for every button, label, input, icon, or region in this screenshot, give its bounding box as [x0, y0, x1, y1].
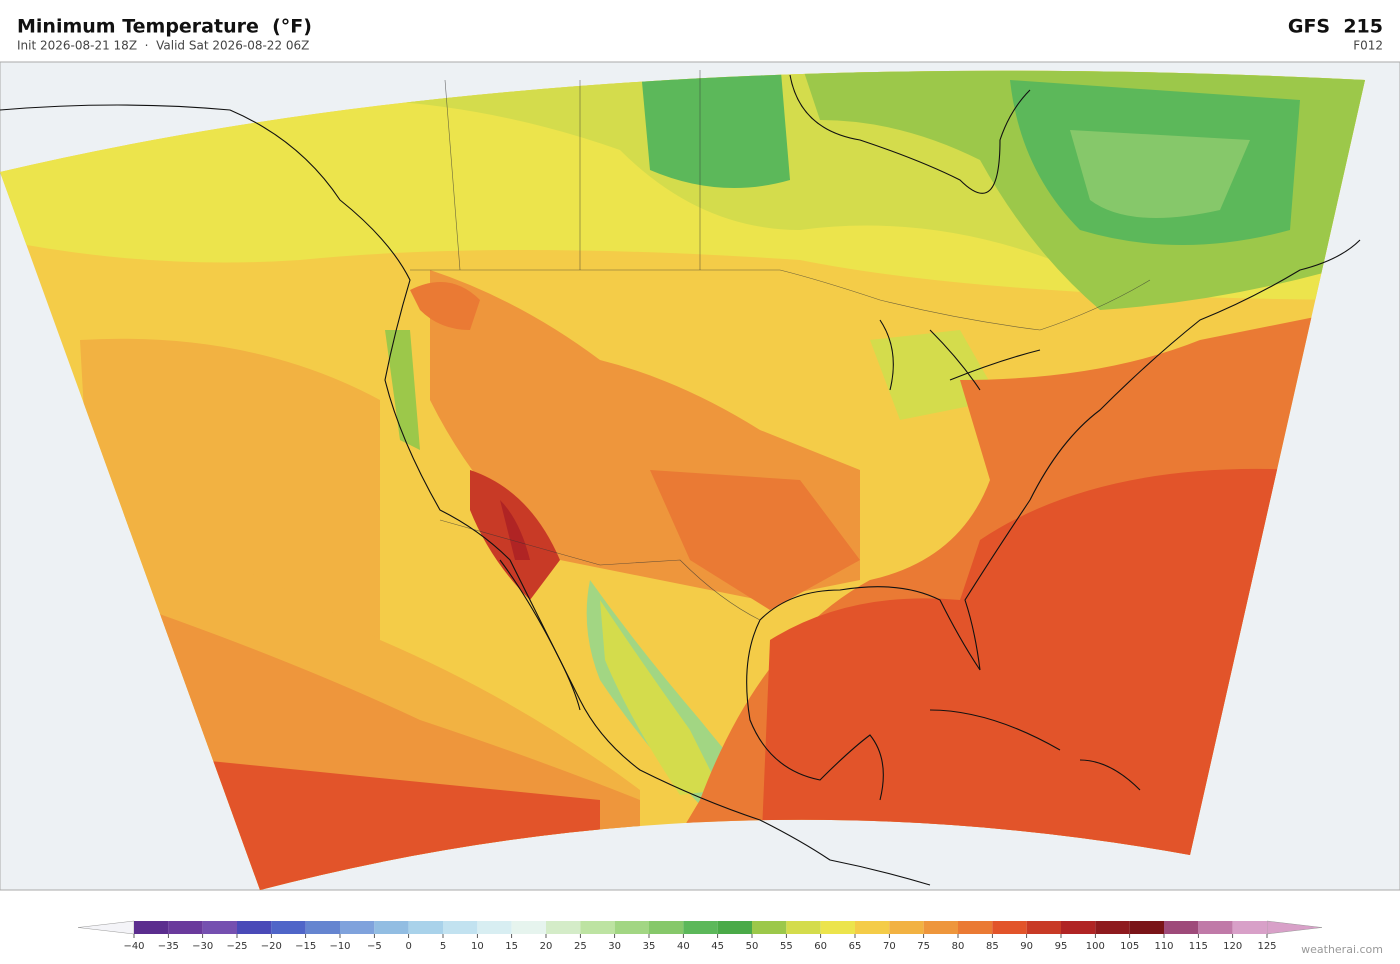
colorbar-segment: [340, 921, 375, 934]
colorbar-tick-label: −10: [329, 941, 350, 952]
colorbar-tick-label: 40: [677, 941, 690, 952]
subtitle: Init 2026-08-21 18Z · Valid Sat 2026-08-…: [17, 39, 309, 53]
colorbar-tick-label: 125: [1257, 941, 1276, 952]
title: Minimum Temperature (°F): [17, 16, 312, 38]
colorbar-segment: [1232, 921, 1267, 934]
colorbar: −40 −35 −30 −25 −20 −15 −10 −5 0 5 10 15 20 25 30 35 40 4…: [77, 920, 1323, 952]
colorbar-segment: [855, 921, 890, 934]
colorbar-tick-label: 105: [1120, 941, 1139, 952]
colorbar-segment: [237, 921, 272, 934]
colorbar-segment: [511, 921, 546, 934]
colorbar-tick-label: 0: [405, 941, 411, 952]
colorbar-segment: [614, 921, 649, 934]
colorbar-tick-label: 75: [917, 941, 930, 952]
colorbar-segment: [271, 921, 306, 934]
colorbar-segment: [408, 921, 443, 934]
colorbar-tick-label: 70: [883, 941, 896, 952]
colorbar-segment: [958, 921, 993, 934]
colorbar-tick-label: 50: [746, 941, 759, 952]
map: [0, 61, 1400, 891]
colorbar-segment: [683, 921, 718, 934]
colorbar-segment: [580, 921, 615, 934]
colorbar-tick-label: −15: [295, 941, 316, 952]
colorbar-segment: [1129, 921, 1164, 934]
colorbar-segment: [1164, 921, 1199, 934]
colorbar-segment: [477, 921, 512, 934]
colorbar-segment: [1061, 921, 1096, 934]
colorbar-tick-label: −40: [123, 941, 144, 952]
colorbar-tick-label: 115: [1189, 941, 1208, 952]
colorbar-tick-label: 85: [986, 941, 999, 952]
colorbar-tick-label: 25: [574, 941, 587, 952]
colorbar-tick-label: 65: [849, 941, 862, 952]
colorbar-tick-label: 15: [505, 941, 518, 952]
colorbar-segment: [649, 921, 684, 934]
colorbar-tick-label: 55: [780, 941, 793, 952]
colorbar-tick-label: 120: [1223, 941, 1242, 952]
colorbar-tick-label: 110: [1154, 941, 1173, 952]
colorbar-tick-label: 45: [711, 941, 724, 952]
colorbar-tick-label: −25: [226, 941, 247, 952]
colorbar-tick-label: 80: [952, 941, 965, 952]
colorbar-segment: [546, 921, 581, 934]
colorbar-tick-label: −5: [367, 941, 382, 952]
colorbar-segment: [134, 921, 169, 934]
colorbar-tick-label: 90: [1020, 941, 1033, 952]
colorbar-segment: [1026, 921, 1061, 934]
model-name: GFS 215: [1288, 16, 1383, 38]
colorbar-tick-label: 10: [471, 941, 484, 952]
colorbar-segment: [443, 921, 478, 934]
colorbar-segment: [305, 921, 340, 934]
colorbar-segment: [752, 921, 787, 934]
colorbar-segment: [889, 921, 924, 934]
colorbar-tick-label: 30: [608, 941, 621, 952]
watermark: weatherai.com: [1301, 943, 1383, 956]
colorbar-segment: [168, 921, 203, 934]
colorbar-segment: [820, 921, 855, 934]
colorbar-tick-label: −30: [192, 941, 213, 952]
colorbar-segment: [786, 921, 821, 934]
forecast-hour: F012: [1353, 39, 1383, 53]
colorbar-segment: [923, 921, 958, 934]
colorbar-segment: [1198, 921, 1233, 934]
colorbar-tick-label: 100: [1086, 941, 1105, 952]
colorbar-tick-label: −20: [261, 941, 282, 952]
colorbar-tick-label: 60: [814, 941, 827, 952]
colorbar-segment: [992, 921, 1027, 934]
colorbar-segment: [1095, 921, 1130, 934]
colorbar-segment: [202, 921, 237, 934]
colorbar-tick-label: 95: [1055, 941, 1068, 952]
colorbar-segment: [717, 921, 752, 934]
colorbar-tick-label: 5: [440, 941, 446, 952]
coastlines: [0, 70, 1361, 886]
colorbar-tick-label: −35: [158, 941, 179, 952]
colorbar-tick-label: 20: [540, 941, 553, 952]
colorbar-segment: [374, 921, 409, 934]
colorbar-tick-label: 35: [643, 941, 656, 952]
